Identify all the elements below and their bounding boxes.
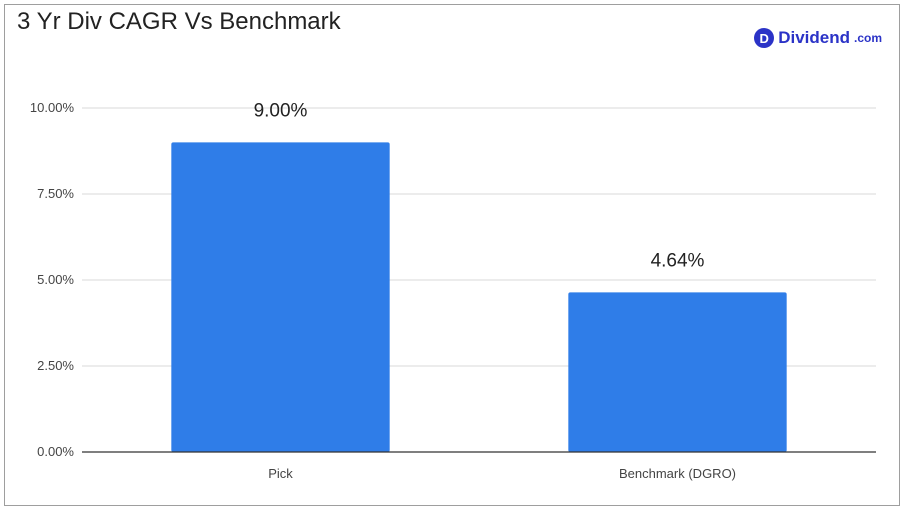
data-label: 9.00% bbox=[254, 100, 308, 121]
chart-title: 3 Yr Div CAGR Vs Benchmark bbox=[17, 8, 341, 35]
logo-badge-icon: D bbox=[754, 28, 775, 48]
y-tick-label: 0.00% bbox=[37, 444, 74, 459]
x-tick-label: Pick bbox=[268, 466, 293, 481]
logo-suffix: .com bbox=[853, 31, 882, 45]
y-tick-label: 10.00% bbox=[30, 100, 75, 115]
dividend-logo[interactable]: D Dividend .com bbox=[754, 28, 882, 48]
bar bbox=[568, 292, 787, 452]
logo-text: Dividend bbox=[778, 28, 850, 47]
x-tick-label: Benchmark (DGRO) bbox=[619, 466, 736, 481]
y-tick-label: 2.50% bbox=[37, 358, 74, 373]
bar bbox=[171, 142, 390, 452]
data-label: 4.64% bbox=[651, 250, 705, 271]
y-tick-label: 5.00% bbox=[37, 272, 74, 287]
y-tick-label: 7.50% bbox=[37, 186, 74, 201]
